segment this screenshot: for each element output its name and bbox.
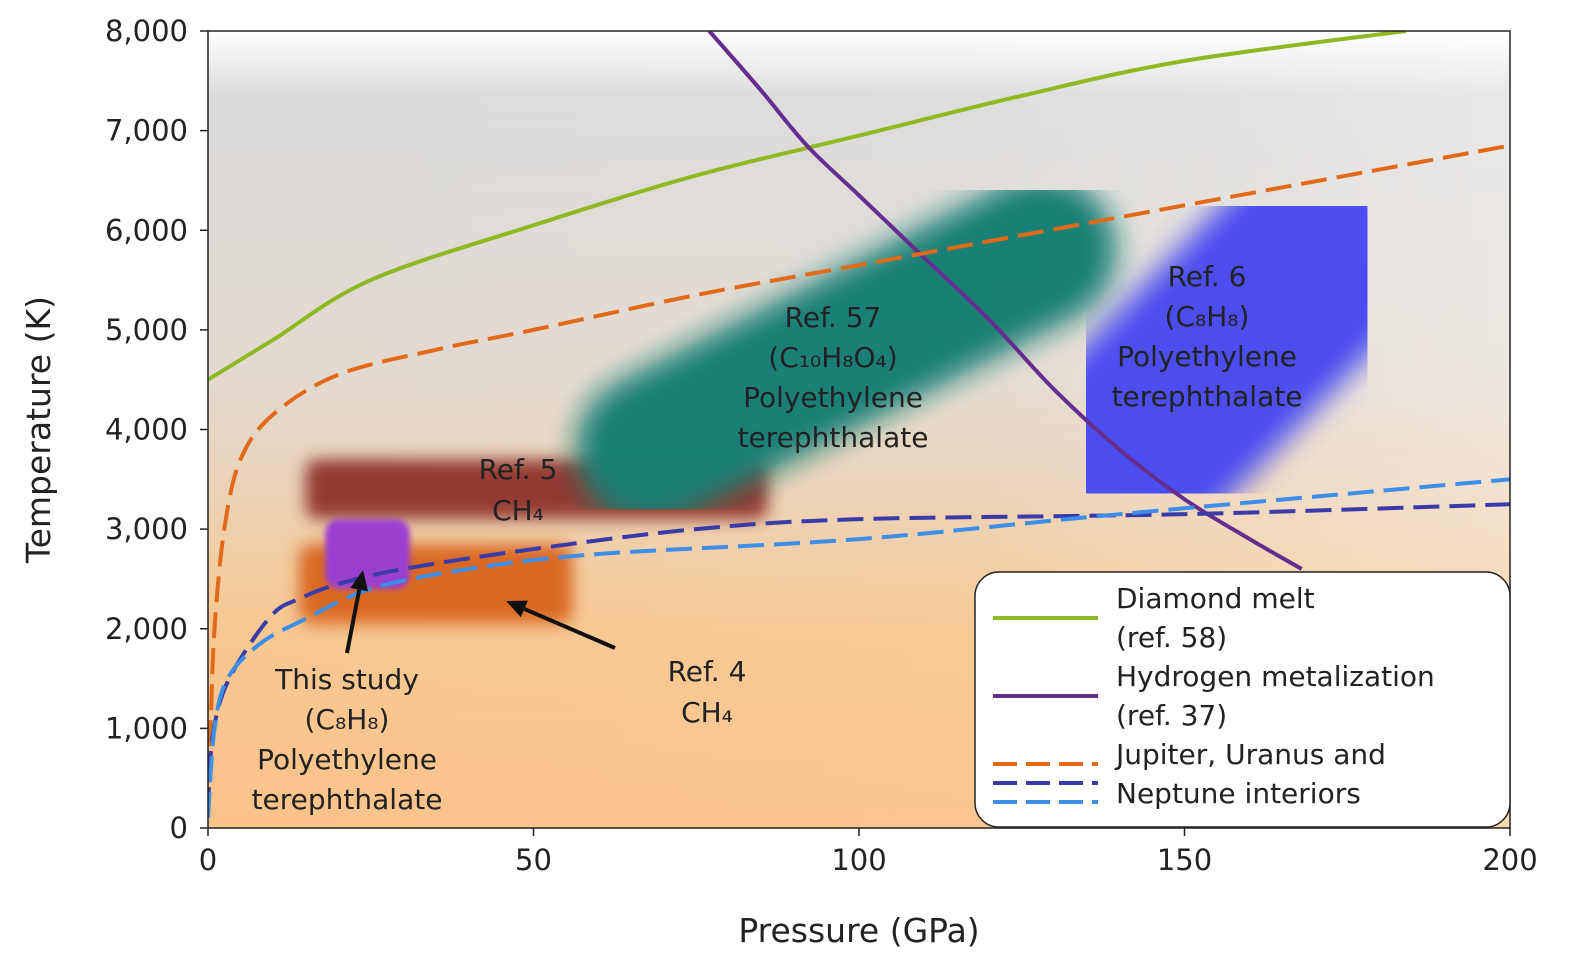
this-study-arrow-head: [350, 570, 369, 592]
this-study-annotation-line: Polyethylene: [257, 743, 437, 776]
legend-label: Neptune interiors: [1116, 777, 1361, 810]
this-study-annotation-line: (C₈H₈): [305, 703, 390, 736]
ref57-annotation: Ref. 57 (C₁₀H₈O₄) Polyethylene terephthalat…: [738, 301, 929, 454]
ref57-annotation-line: Ref. 57: [785, 301, 882, 334]
legend: Diamond melt (ref. 58) Hydrogen metalizati…: [974, 571, 1511, 828]
jupiter-interior-line: [208, 143, 1510, 819]
ref4-annotation-line: Ref. 4: [668, 655, 747, 688]
this-study-annotation: This study (C₈H₈) Polyethylene terephthalat…: [252, 663, 443, 816]
ref4-annotation-line: CH₄: [681, 696, 733, 729]
this-study-annotation-line: terephthalate: [252, 783, 443, 816]
y-tick-label: 4,000: [105, 413, 188, 447]
region-ref57: [575, 175, 1117, 525]
y-tick-label: 8,000: [105, 14, 188, 48]
legend-entry: Jupiter, Uranus and Neptune interiors: [993, 738, 1386, 810]
legend-label: Diamond melt: [1116, 582, 1315, 615]
this-study-annotation-line: This study: [274, 663, 419, 696]
x-tick-label: 100: [831, 843, 886, 877]
y-axis-label: Temperature (K): [19, 296, 58, 564]
this-study-arrow: [345, 570, 369, 654]
y-tick-label: 7,000: [105, 114, 188, 148]
legend-label: (ref. 37): [1116, 699, 1227, 732]
ref57-annotation-line: terephthalate: [738, 421, 929, 454]
ref4-arrow: [506, 600, 616, 650]
hydrogen-metalization-line: [707, 31, 1303, 571]
ref6-annotation-line: Polyethylene: [1117, 340, 1297, 373]
ref4-annotation: Ref. 4 CH₄: [668, 655, 747, 729]
ref6-annotation: Ref. 6 (C₈H₈) Polyethylene terephthalate: [1112, 260, 1303, 413]
legend-entry: Diamond melt (ref. 58): [993, 582, 1315, 654]
x-tick-label: 150: [1157, 843, 1212, 877]
y-tick-label: 6,000: [105, 213, 188, 247]
ref4-arrow-shaft: [523, 607, 616, 650]
y-tick-label: 5,000: [105, 313, 188, 347]
y-tick-label: 0: [170, 811, 188, 845]
ref57-annotation-line: Polyethylene: [743, 381, 923, 414]
ref4-arrow-head: [506, 600, 528, 618]
y-tick-label: 3,000: [105, 512, 188, 546]
neptune-interior-line: [208, 477, 1510, 819]
region-ref6: [1033, 155, 1420, 545]
ref5-annotation: Ref. 5 CH₄: [479, 453, 558, 527]
legend-label: Hydrogen metalization: [1116, 660, 1435, 693]
x-tick-label: 200: [1482, 843, 1537, 877]
legend-label: (ref. 58): [1116, 621, 1227, 654]
plot-area: [208, 31, 1510, 828]
ref5-annotation-line: CH₄: [492, 494, 544, 527]
legend-box: [974, 571, 1511, 828]
ref6-annotation-line: terephthalate: [1112, 380, 1303, 413]
x-tick-label: 0: [199, 843, 217, 877]
x-tick-label: 50: [515, 843, 552, 877]
y-tick-label: 2,000: [105, 612, 188, 646]
ref6-annotation-line: Ref. 6: [1168, 260, 1247, 293]
region-this-study: [325, 519, 410, 589]
this-study-arrow-shaft: [345, 589, 362, 654]
ref57-annotation-line: (C₁₀H₈O₄): [768, 341, 897, 374]
legend-entry: Hydrogen metalization (ref. 37): [993, 660, 1435, 732]
ref6-annotation-line: (C₈H₈): [1165, 300, 1250, 333]
ref5-annotation-line: Ref. 5: [479, 453, 558, 486]
diamond-melt-line: [208, 31, 1407, 382]
x-axis-label: Pressure (GPa): [738, 911, 979, 950]
legend-label: Jupiter, Uranus and: [1114, 738, 1386, 771]
y-tick-label: 1,000: [105, 711, 188, 745]
